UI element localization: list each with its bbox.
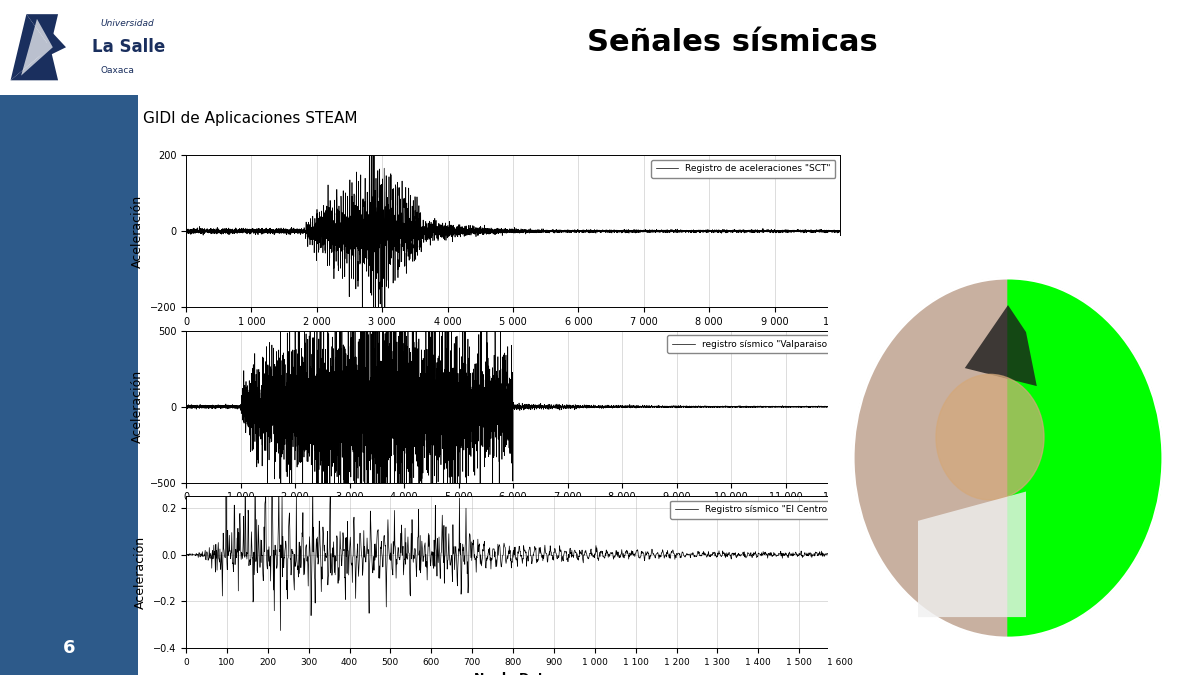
Text: 6: 6 bbox=[62, 639, 76, 657]
X-axis label: No de Dato: No de Dato bbox=[474, 332, 552, 346]
Text: GIDI de Aplicaciones STEAM: GIDI de Aplicaciones STEAM bbox=[143, 111, 358, 126]
Circle shape bbox=[936, 375, 1044, 500]
Legend: registro sísmico "Valparaiso": registro sísmico "Valparaiso" bbox=[667, 335, 835, 353]
Polygon shape bbox=[11, 14, 50, 80]
Polygon shape bbox=[11, 47, 58, 80]
Y-axis label: Aceleración: Aceleración bbox=[131, 194, 144, 268]
Y-axis label: Aceleración: Aceleración bbox=[131, 370, 144, 443]
Y-axis label: Aceleración: Aceleración bbox=[134, 535, 148, 609]
Legend: Registro sísmico "El Centro": Registro sísmico "El Centro" bbox=[671, 501, 835, 518]
Polygon shape bbox=[22, 19, 53, 76]
X-axis label: No de Dato: No de Dato bbox=[474, 672, 552, 675]
Text: Oaxaca: Oaxaca bbox=[101, 66, 134, 76]
Legend: Registro de aceleraciones "SCT": Registro de aceleraciones "SCT" bbox=[652, 160, 835, 178]
Text: La Salle: La Salle bbox=[92, 38, 166, 56]
Text: Señales sísmicas: Señales sísmicas bbox=[587, 28, 877, 57]
Polygon shape bbox=[965, 305, 1037, 386]
Polygon shape bbox=[918, 491, 1026, 617]
Polygon shape bbox=[37, 33, 66, 61]
Polygon shape bbox=[1008, 278, 1163, 638]
Polygon shape bbox=[853, 278, 1008, 638]
Text: Universidad: Universidad bbox=[101, 19, 154, 28]
X-axis label: No de Dato: No de Dato bbox=[474, 508, 552, 521]
Polygon shape bbox=[26, 14, 58, 47]
